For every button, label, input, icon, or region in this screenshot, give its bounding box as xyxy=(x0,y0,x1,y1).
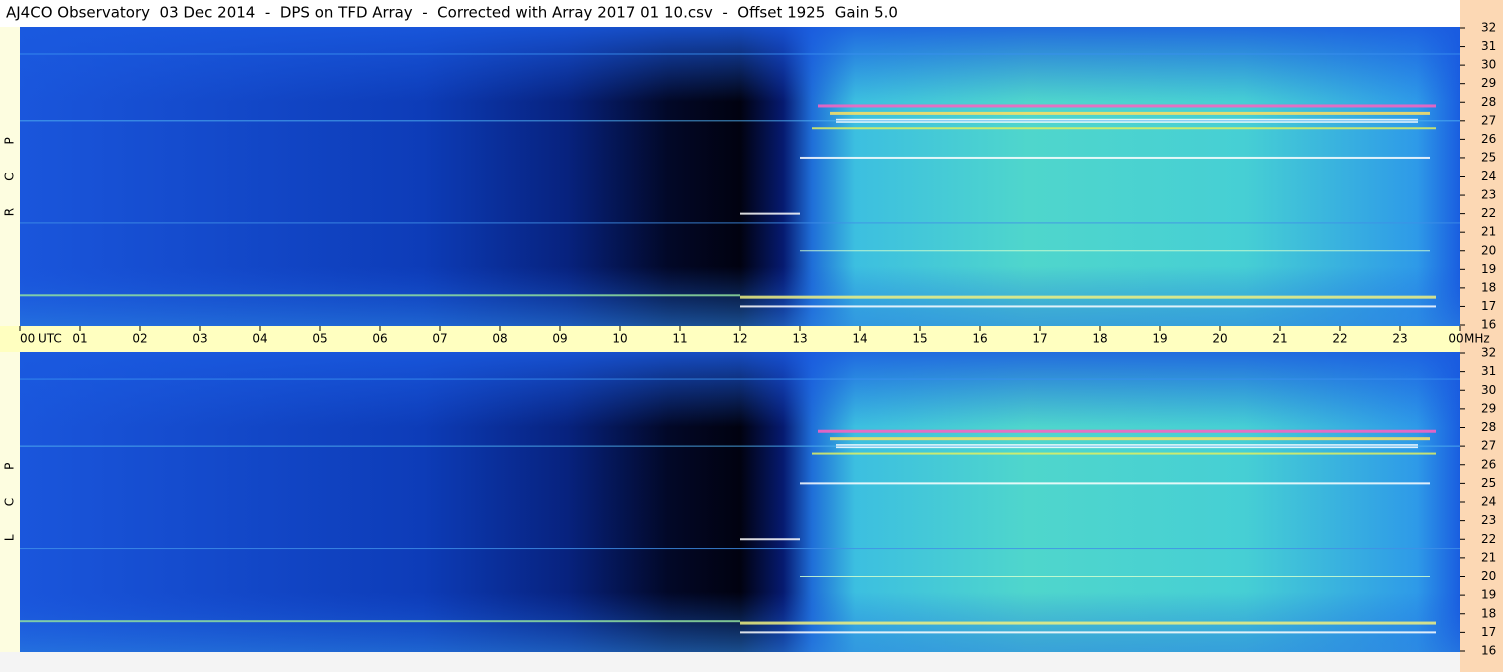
frequency-tick-label: 30 xyxy=(1481,383,1496,397)
frequency-tick-label: 32 xyxy=(1481,21,1496,35)
time-tick-label: 19 xyxy=(1152,332,1167,346)
spectrogram-shade xyxy=(20,27,1460,326)
time-tick-label: 20 xyxy=(1212,332,1227,346)
time-tick-label: 13 xyxy=(792,332,807,346)
emission-band xyxy=(20,53,1460,55)
time-tick-label: 14 xyxy=(852,332,867,346)
frequency-tick-label: 23 xyxy=(1481,513,1496,527)
time-tick-label: 00 xyxy=(1448,332,1463,346)
emission-band xyxy=(800,576,1430,577)
frequency-tick-label: 24 xyxy=(1481,169,1496,183)
frequency-tick-label: 17 xyxy=(1481,625,1496,639)
title-bar xyxy=(0,0,1503,27)
frequency-unit: MHz xyxy=(1464,332,1490,346)
time-tick-label: 15 xyxy=(912,332,927,346)
polarization-letter: L xyxy=(3,534,17,541)
frequency-tick-label: 28 xyxy=(1481,95,1496,109)
emission-band xyxy=(800,156,1430,159)
emission-band xyxy=(830,437,1430,441)
frequency-tick-label: 31 xyxy=(1481,364,1496,378)
frequency-tick-label: 31 xyxy=(1481,39,1496,53)
frequency-tick-label: 17 xyxy=(1481,299,1496,313)
time-unit: UTC xyxy=(38,332,62,346)
frequency-tick-label: 25 xyxy=(1481,150,1496,164)
frequency-tick-label: 21 xyxy=(1481,225,1496,239)
time-tick-label: 11 xyxy=(672,332,687,346)
frequency-scale-bg xyxy=(1460,0,1503,672)
emission-band xyxy=(800,482,1430,485)
time-tick-label: 01 xyxy=(72,332,87,346)
frequency-tick-label: 24 xyxy=(1481,495,1496,509)
time-tick-label: 08 xyxy=(492,332,507,346)
frequency-tick-label: 16 xyxy=(1481,644,1496,658)
emission-band xyxy=(20,620,740,623)
frequency-tick-label: 25 xyxy=(1481,476,1496,490)
time-tick-label: 07 xyxy=(432,332,447,346)
frequency-tick-label: 18 xyxy=(1481,280,1496,294)
time-tick-label: 03 xyxy=(192,332,207,346)
frequency-tick-label: 22 xyxy=(1481,206,1496,220)
emission-band xyxy=(818,104,1436,108)
emission-band xyxy=(20,294,740,297)
polarization-letter: C xyxy=(3,172,17,180)
time-tick-label: 04 xyxy=(252,332,267,346)
time-tick-label: 23 xyxy=(1392,332,1407,346)
emission-band xyxy=(740,305,1436,308)
emission-band xyxy=(740,295,1436,299)
emission-band xyxy=(812,452,1436,455)
emission-band xyxy=(20,222,1460,224)
emission-band xyxy=(20,378,1460,380)
time-tick-label: 18 xyxy=(1092,332,1107,346)
spectrogram-shade xyxy=(20,352,1460,652)
frequency-tick-label: 16 xyxy=(1481,318,1496,332)
frequency-tick-label: 21 xyxy=(1481,550,1496,564)
frequency-tick-label: 18 xyxy=(1481,606,1496,620)
emission-band xyxy=(740,631,1436,634)
time-tick-label: 06 xyxy=(372,332,387,346)
frequency-tick-label: 32 xyxy=(1481,346,1496,360)
frequency-tick-label: 30 xyxy=(1481,58,1496,72)
time-tick-label: 09 xyxy=(552,332,567,346)
title: AJ4CO Observatory 03 Dec 2014 - DPS on T… xyxy=(6,4,898,22)
time-tick-label: 16 xyxy=(972,332,987,346)
frequency-tick-label: 26 xyxy=(1481,132,1496,146)
time-tick-label: 05 xyxy=(312,332,327,346)
frequency-tick-label: 19 xyxy=(1481,262,1496,276)
emission-band xyxy=(20,445,1460,447)
frequency-tick-label: 20 xyxy=(1481,569,1496,583)
time-tick-label: 02 xyxy=(132,332,147,346)
frequency-tick-label: 20 xyxy=(1481,243,1496,257)
emission-band xyxy=(740,538,800,541)
time-tick-label: 00 xyxy=(20,332,35,346)
time-tick-label: 21 xyxy=(1272,332,1287,346)
emission-band xyxy=(800,250,1430,252)
emission-band xyxy=(20,548,1460,550)
polarization-letter: C xyxy=(3,498,17,506)
frequency-tick-label: 19 xyxy=(1481,588,1496,602)
frequency-tick-label: 22 xyxy=(1481,532,1496,546)
time-tick-label: 12 xyxy=(732,332,747,346)
time-tick-label: 10 xyxy=(612,332,627,346)
time-tick-label: 22 xyxy=(1332,332,1347,346)
frequency-tick-label: 27 xyxy=(1481,439,1496,453)
frequency-tick-label: 29 xyxy=(1481,76,1496,90)
time-tick-label: 17 xyxy=(1032,332,1047,346)
polarization-letter: P xyxy=(3,137,17,144)
emission-band xyxy=(830,111,1430,115)
frequency-tick-label: 28 xyxy=(1481,420,1496,434)
frequency-tick-label: 29 xyxy=(1481,401,1496,415)
emission-band xyxy=(740,212,800,215)
emission-band xyxy=(20,120,1460,122)
polarization-letter: R xyxy=(3,208,17,216)
emission-band xyxy=(818,429,1436,433)
frequency-tick-label: 23 xyxy=(1481,188,1496,202)
frequency-tick-label: 27 xyxy=(1481,113,1496,127)
emission-band xyxy=(740,621,1436,625)
polarization-letter: P xyxy=(3,463,17,470)
time-axis-bg xyxy=(0,326,1460,352)
frequency-tick-label: 26 xyxy=(1481,457,1496,471)
emission-band xyxy=(812,127,1436,130)
